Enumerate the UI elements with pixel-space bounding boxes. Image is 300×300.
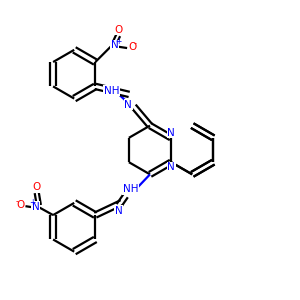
Text: N: N (32, 202, 40, 212)
Text: O: O (16, 200, 24, 210)
Text: O: O (33, 182, 41, 193)
Text: O: O (114, 25, 122, 35)
Text: N: N (115, 206, 123, 216)
Text: -: - (134, 39, 137, 48)
Text: +: + (115, 37, 122, 46)
Text: +: + (29, 198, 36, 207)
Text: N: N (124, 100, 132, 110)
Text: NH: NH (103, 85, 119, 96)
Text: O: O (128, 43, 136, 52)
Text: N: N (167, 162, 175, 172)
Text: N: N (167, 128, 175, 138)
Text: -: - (16, 197, 19, 206)
Text: N: N (111, 40, 119, 50)
Text: NH: NH (123, 184, 138, 194)
